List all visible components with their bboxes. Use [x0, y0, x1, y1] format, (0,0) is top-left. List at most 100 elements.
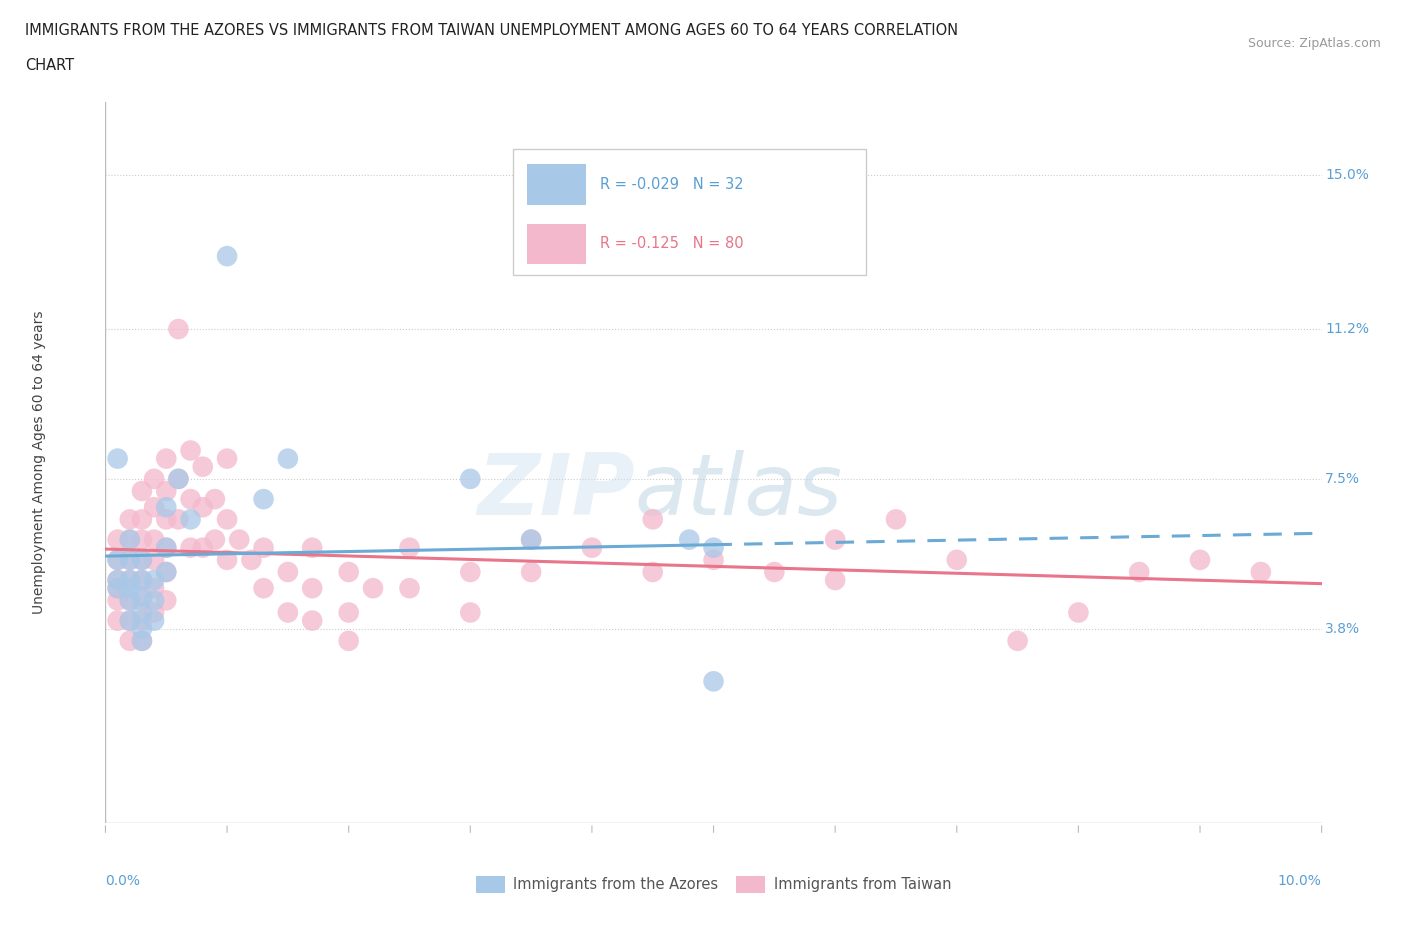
Point [131, 532, 153, 547]
Point [107, 532, 129, 547]
Point [107, 451, 129, 466]
Point [131, 573, 153, 588]
Point [107, 580, 129, 595]
Point [131, 552, 153, 567]
Point [458, 472, 481, 486]
Point [131, 605, 153, 620]
Text: 3.8%: 3.8% [1326, 621, 1361, 636]
Point [337, 633, 360, 648]
Text: Unemployment Among Ages 60 to 64 years: Unemployment Among Ages 60 to 64 years [31, 311, 45, 615]
Point [143, 532, 166, 547]
Point [131, 512, 153, 526]
Point [118, 573, 141, 588]
Point [155, 512, 177, 526]
Point [155, 593, 177, 608]
Point [252, 540, 274, 555]
Text: CHART: CHART [25, 58, 75, 73]
Point [191, 540, 214, 555]
Text: ZIP: ZIP [477, 450, 634, 533]
Point [143, 499, 166, 514]
Point [155, 565, 177, 579]
Point [191, 459, 214, 474]
Text: R = -0.125   N = 80: R = -0.125 N = 80 [600, 236, 744, 251]
Point [131, 484, 153, 498]
Text: 0.0%: 0.0% [105, 873, 141, 887]
Point [581, 540, 603, 555]
Point [824, 573, 846, 588]
Point [398, 540, 420, 555]
Point [361, 580, 384, 595]
Point [107, 552, 129, 567]
Text: 10.0%: 10.0% [1278, 873, 1322, 887]
Point [118, 633, 141, 648]
Point [167, 322, 190, 337]
Point [277, 451, 299, 466]
Point [945, 552, 967, 567]
Point [143, 472, 166, 486]
Point [702, 674, 725, 689]
Point [217, 451, 239, 466]
Point [1007, 633, 1029, 648]
Point [155, 540, 177, 555]
Point [155, 565, 177, 579]
Point [301, 580, 323, 595]
Point [118, 552, 141, 567]
Point [118, 613, 141, 628]
Point [277, 605, 299, 620]
Point [131, 573, 153, 588]
Point [118, 512, 141, 526]
Point [301, 613, 323, 628]
Point [143, 573, 166, 588]
Point [180, 492, 202, 507]
Text: 15.0%: 15.0% [1326, 168, 1369, 182]
Point [131, 593, 153, 608]
Point [398, 580, 420, 595]
Point [131, 613, 153, 628]
Point [824, 532, 846, 547]
Point [1188, 552, 1211, 567]
Point [131, 633, 153, 648]
Point [1067, 605, 1090, 620]
Point [167, 512, 190, 526]
Point [702, 540, 725, 555]
Point [641, 512, 664, 526]
Text: 11.2%: 11.2% [1326, 322, 1369, 336]
Point [337, 565, 360, 579]
Point [131, 621, 153, 636]
Point [118, 593, 141, 608]
Point [118, 580, 141, 595]
Point [252, 580, 274, 595]
Point [641, 565, 664, 579]
Point [217, 552, 239, 567]
Point [204, 492, 226, 507]
Point [180, 540, 202, 555]
Point [155, 540, 177, 555]
Point [118, 532, 141, 547]
Point [107, 613, 129, 628]
Point [191, 499, 214, 514]
Point [143, 552, 166, 567]
Point [143, 605, 166, 620]
Point [118, 573, 141, 588]
Point [240, 552, 263, 567]
Point [1250, 565, 1272, 579]
Point [277, 565, 299, 579]
Point [118, 552, 141, 567]
Point [155, 484, 177, 498]
Text: atlas: atlas [634, 450, 842, 533]
Point [107, 552, 129, 567]
Point [155, 499, 177, 514]
Point [107, 593, 129, 608]
Point [167, 472, 190, 486]
Text: IMMIGRANTS FROM THE AZORES VS IMMIGRANTS FROM TAIWAN UNEMPLOYMENT AMONG AGES 60 : IMMIGRANTS FROM THE AZORES VS IMMIGRANTS… [25, 23, 959, 38]
Point [763, 565, 786, 579]
Bar [527, 223, 586, 264]
Point [180, 512, 202, 526]
Point [301, 540, 323, 555]
Point [118, 593, 141, 608]
Point [107, 573, 129, 588]
Point [143, 580, 166, 595]
Point [107, 573, 129, 588]
Point [337, 605, 360, 620]
Point [252, 492, 274, 507]
